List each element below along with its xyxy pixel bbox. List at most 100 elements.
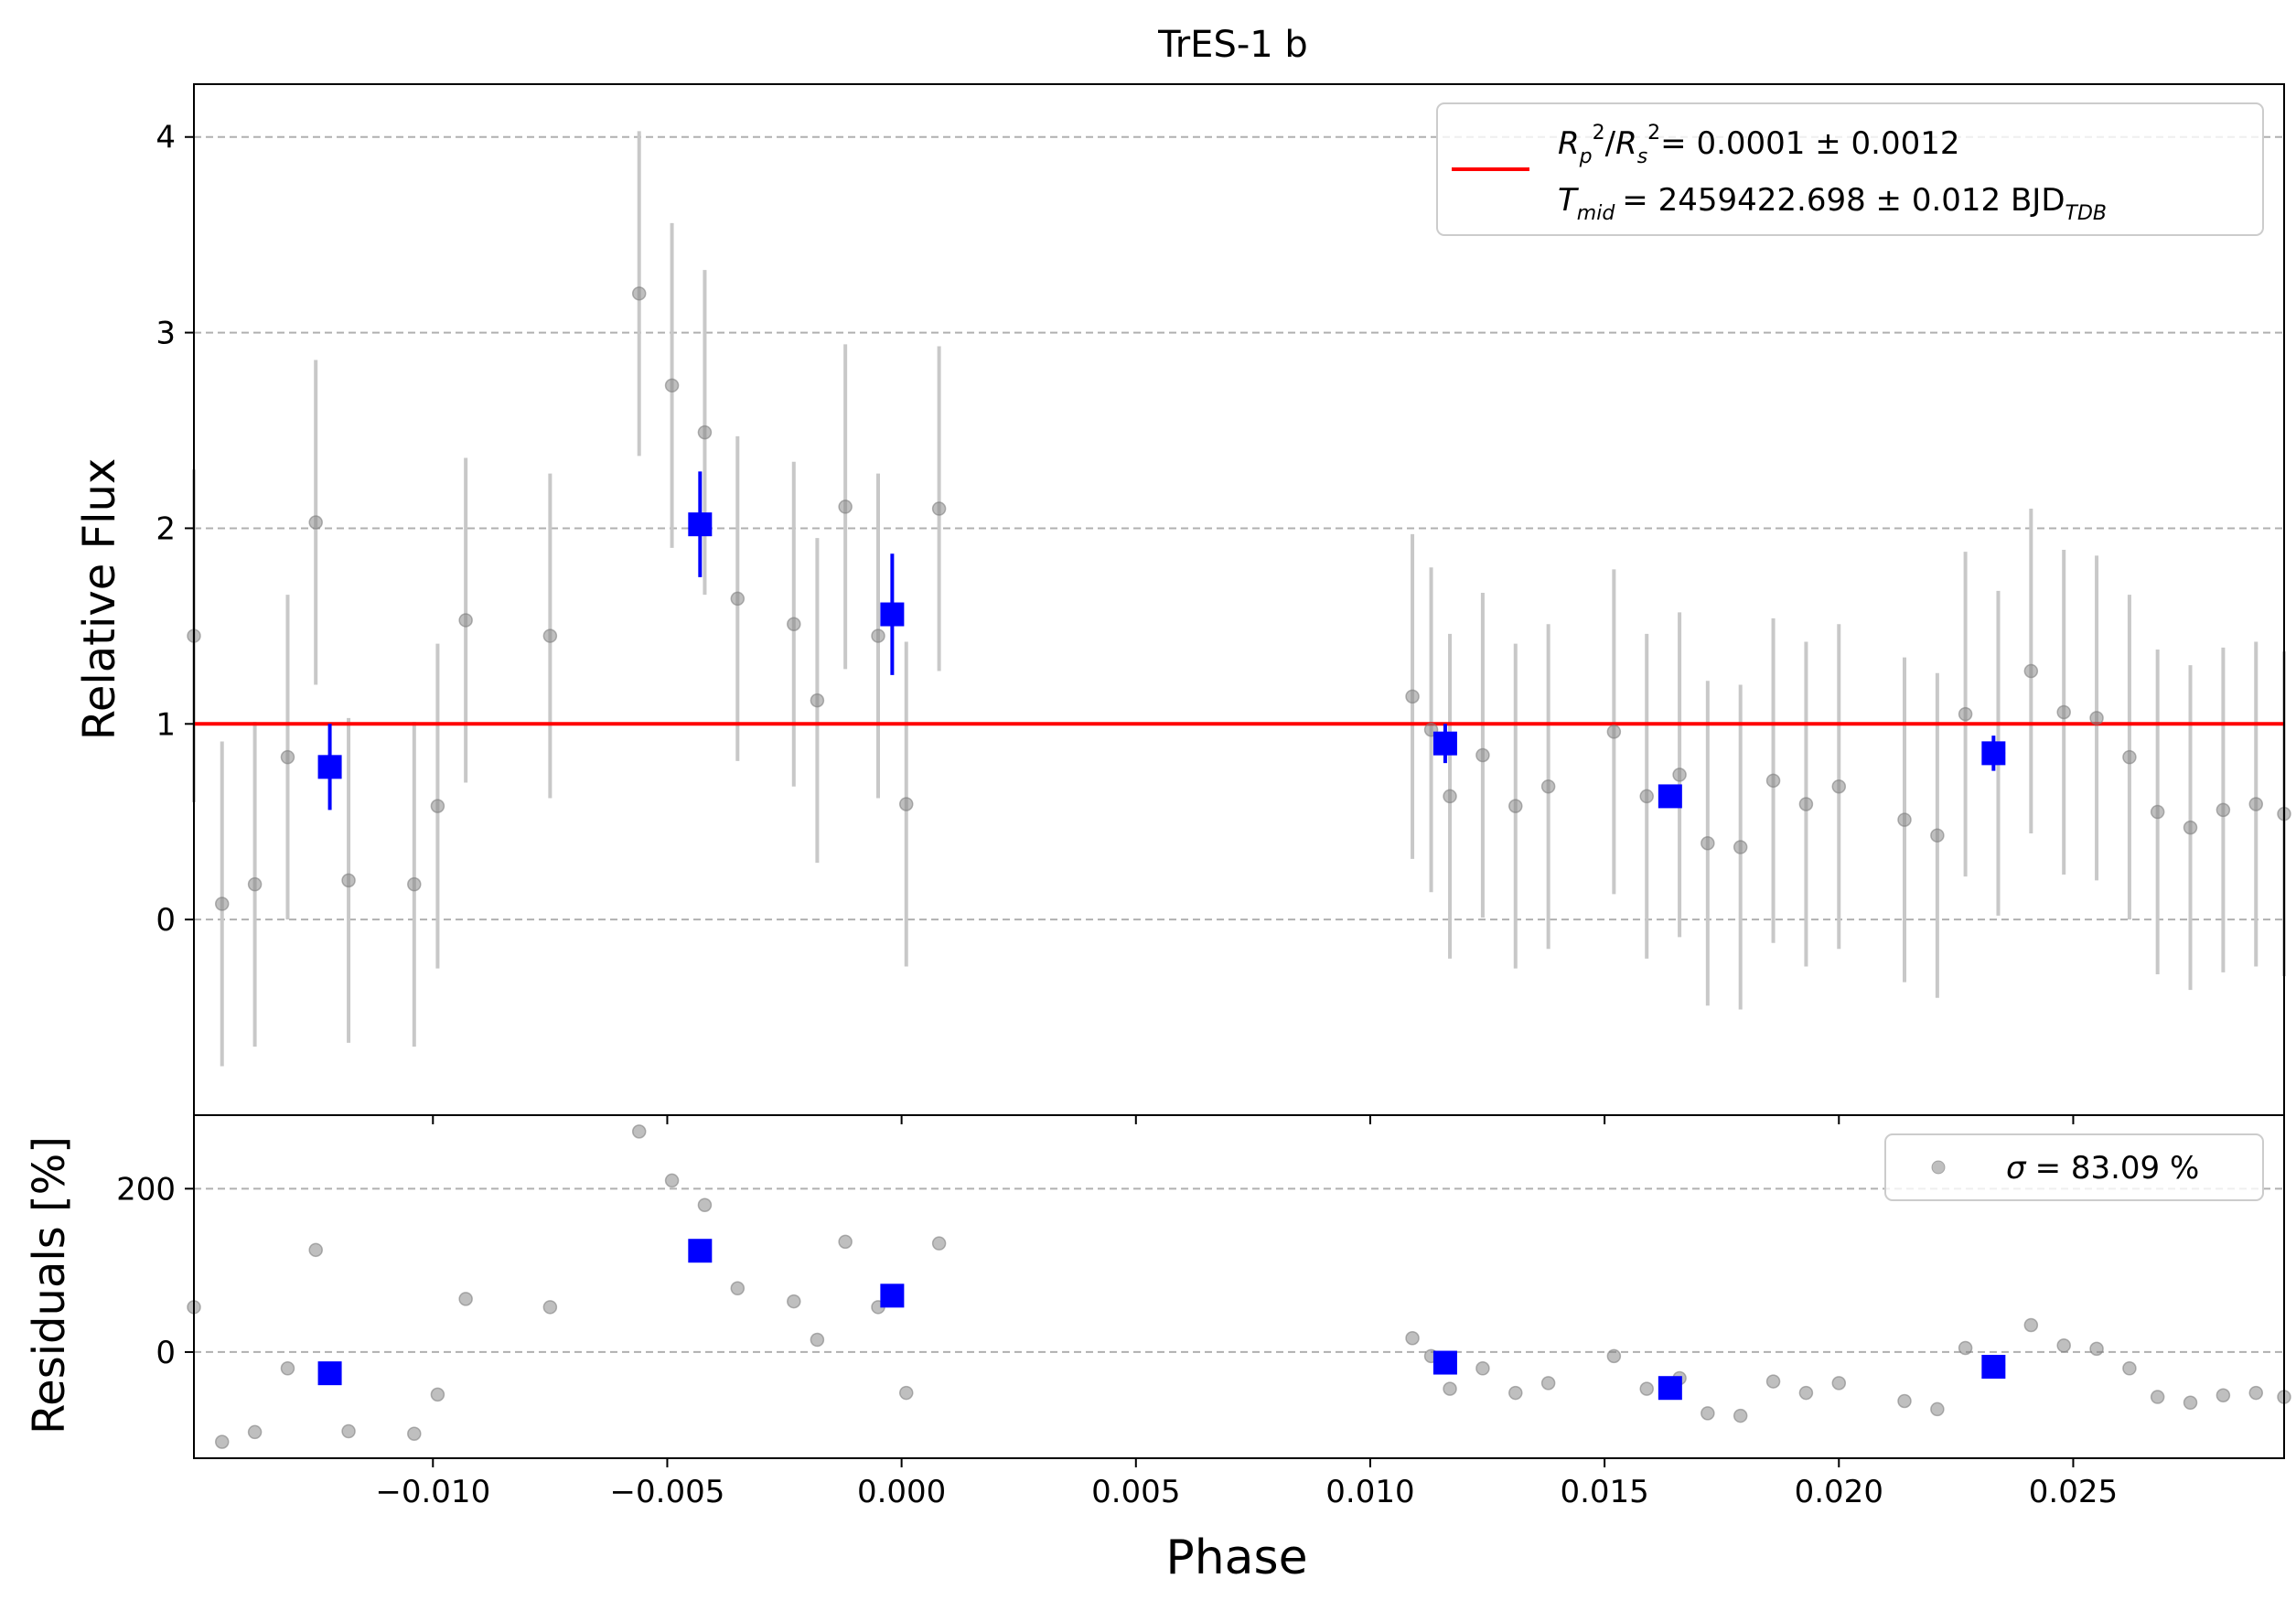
flux-raw-point	[1831, 779, 1847, 794]
x-tick-label: 0.010	[1325, 1474, 1414, 1510]
flux-binned-point	[688, 512, 713, 537]
residual-raw-point	[2150, 1390, 2165, 1404]
x-tick-label: −0.010	[375, 1474, 490, 1510]
flux-raw-point	[542, 628, 558, 643]
flux-raw-point	[664, 378, 680, 393]
residual-raw-point	[2056, 1338, 2071, 1353]
flux-raw-point	[1405, 689, 1420, 704]
residual-raw-point	[1475, 1361, 1490, 1376]
x-tick-label: 0.000	[857, 1474, 946, 1510]
residual-raw-point	[2248, 1385, 2264, 1401]
flux-raw-points	[187, 286, 2291, 911]
flux-raw-point	[1672, 768, 1687, 782]
residual-raw-point	[2183, 1395, 2198, 1411]
residuals-legend: σ = 83.09 %	[1884, 1133, 2264, 1201]
flux-raw-point	[407, 876, 422, 892]
residual-raw-point	[838, 1234, 853, 1250]
residual-binned-point	[1981, 1355, 2006, 1379]
flux-raw-point	[631, 286, 647, 301]
residual-raw-point	[2023, 1317, 2039, 1333]
x-tick-label: 0.025	[2029, 1474, 2118, 1510]
flux-binned-point	[317, 755, 342, 779]
legend-sigma-entry: σ = 83.09 %	[2006, 1150, 2199, 1187]
legend-tmid-entry: Tmid = 2459422.698 ± 0.012 BJDTDB	[1558, 182, 2107, 225]
residual-raw-point	[697, 1198, 713, 1212]
residual-binned-point	[1432, 1350, 1457, 1375]
residual-binned-point	[1658, 1376, 1682, 1401]
flux-raw-point	[2150, 804, 2165, 820]
x-tick-label: −0.005	[610, 1474, 725, 1510]
residuals-y-axis-label: Residuals [%]	[24, 1136, 75, 1434]
flux-legend: Rp2/Rs2= 0.0001 ± 0.0012 Tmid = 2459422.6…	[1436, 102, 2264, 236]
flux-raw-point	[1443, 789, 1457, 804]
flux-raw-point	[1639, 789, 1654, 804]
flux-raw-point	[697, 424, 713, 440]
residual-raw-point	[407, 1426, 422, 1441]
residuals-binned-points	[317, 1239, 2006, 1401]
residuals-raw-points	[187, 1124, 2291, 1449]
residual-raw-point	[430, 1387, 445, 1402]
flux-raw-point	[1701, 835, 1715, 851]
residual-raw-point	[458, 1292, 473, 1306]
residual-raw-point	[1639, 1381, 1654, 1396]
flux-raw-point	[2089, 711, 2104, 725]
residual-raw-point	[631, 1124, 647, 1139]
flux-raw-point	[2183, 820, 2198, 835]
flux-raw-point	[430, 799, 445, 813]
x-tick-label: 0.005	[1091, 1474, 1180, 1510]
flux-y-axis-label: Relative Flux	[74, 458, 125, 741]
flux-binned-points	[317, 471, 2006, 811]
flux-binned-point	[1658, 784, 1682, 809]
flux-raw-point	[2248, 797, 2264, 811]
flux-raw-point	[1508, 799, 1523, 813]
residual-raw-point	[280, 1361, 295, 1376]
flux-raw-point	[730, 591, 746, 607]
flux-raw-point	[214, 897, 230, 911]
residual-raw-point	[810, 1332, 825, 1348]
flux-raw-point	[308, 515, 323, 530]
residual-raw-point	[341, 1423, 356, 1439]
residual-raw-point	[1405, 1331, 1420, 1346]
chart-title: TrES-1 b	[1157, 24, 1308, 66]
flux-raw-point	[280, 749, 295, 765]
residual-binned-point	[880, 1283, 905, 1308]
flux-raw-point	[2216, 802, 2231, 818]
flux-binned-point	[1432, 731, 1457, 756]
residual-raw-point	[1606, 1348, 1622, 1364]
residual-raw-point	[214, 1434, 230, 1449]
residual-raw-point	[664, 1173, 680, 1188]
residual-binned-point	[688, 1239, 713, 1263]
residual-raw-point	[2122, 1361, 2137, 1376]
legend-rp-entry: Rp2/Rs2= 0.0001 ± 0.0012	[1558, 122, 1960, 168]
residual-raw-point	[247, 1424, 263, 1440]
residual-raw-point	[2216, 1388, 2231, 1402]
residual-raw-point	[1958, 1340, 1973, 1356]
residual-raw-point	[787, 1294, 801, 1309]
flux-raw-point	[2122, 749, 2137, 765]
residual-raw-point	[542, 1300, 558, 1315]
flux-y-tick-label: 0	[156, 902, 176, 939]
flux-y-tick-label: 3	[156, 316, 176, 352]
flux-raw-point	[247, 876, 263, 892]
x-tick-label: 0.020	[1795, 1474, 1883, 1510]
flux-raw-point	[2023, 663, 2039, 679]
residuals-axes-frame	[193, 1114, 2285, 1459]
flux-raw-point	[1765, 773, 1781, 789]
flux-x-ticks	[432, 1115, 2075, 1124]
residual-binned-point	[317, 1361, 342, 1386]
flux-raw-point	[931, 501, 947, 516]
residuals-y-tick-label: 200	[116, 1171, 176, 1208]
flux-raw-point	[1798, 797, 1814, 811]
residual-raw-point	[2089, 1341, 2104, 1357]
flux-raw-point	[458, 613, 473, 628]
residual-raw-point	[931, 1236, 947, 1251]
residual-raw-point	[1733, 1408, 1748, 1423]
residual-raw-point	[1701, 1406, 1715, 1421]
residual-raw-point	[730, 1281, 746, 1296]
residual-raw-point	[308, 1242, 323, 1258]
flux-y-ticks: 0 1 2 3 4	[156, 120, 194, 939]
x-axis-label: Phase	[1165, 1530, 1307, 1585]
flux-raw-point	[341, 873, 356, 888]
residuals-x-ticks: −0.010 −0.005 0.000 0.005 0.010 0.015 0.020 0.0…	[375, 1458, 2118, 1510]
